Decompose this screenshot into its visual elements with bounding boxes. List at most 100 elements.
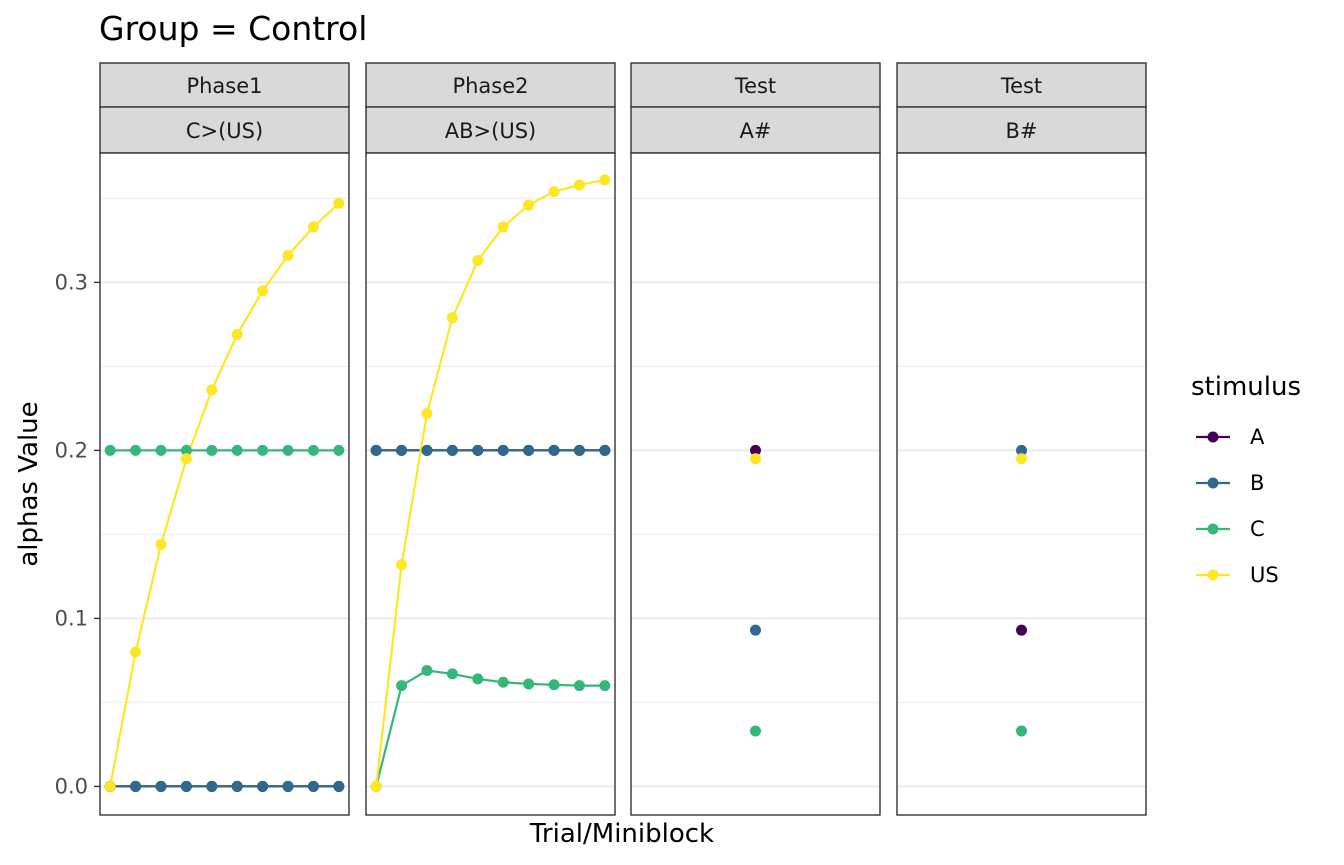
data-point-us — [333, 197, 345, 209]
data-point-c — [155, 444, 167, 456]
data-point-c — [523, 678, 535, 690]
plot-background — [631, 153, 880, 815]
plot-background — [100, 153, 349, 815]
legend-label: A — [1250, 425, 1265, 449]
chart-title: Group = Control — [99, 9, 367, 48]
data-point-b — [1016, 444, 1027, 456]
data-point-us — [1016, 453, 1027, 465]
data-point-c — [130, 444, 142, 456]
legend-label: C — [1250, 517, 1265, 541]
strip-top-bg — [365, 62, 616, 108]
data-point-b — [750, 624, 761, 636]
data-point-us — [282, 249, 294, 261]
data-point-b — [472, 444, 484, 456]
data-point-c — [257, 444, 269, 456]
data-point-b — [446, 444, 458, 456]
data-point-b — [155, 780, 167, 792]
data-point-c — [180, 444, 192, 456]
legend-item-us: US — [1196, 563, 1279, 587]
y-tick-label: 0.0 — [55, 774, 88, 798]
data-point-c — [282, 444, 294, 456]
strip-bottom-label: B# — [1005, 119, 1037, 143]
data-point-us — [370, 780, 382, 792]
legend-item-b: B — [1196, 471, 1264, 495]
y-tick-label: 0.2 — [55, 438, 88, 462]
data-point-us — [104, 780, 116, 792]
data-point-c — [307, 444, 319, 456]
data-point-b — [573, 444, 585, 456]
legend: stimulus ABC US — [1191, 372, 1301, 587]
panel-4: Test B# — [896, 62, 1147, 816]
y-tick-label: 0.1 — [55, 606, 88, 630]
data-point-b — [396, 444, 408, 456]
data-point-us — [231, 328, 243, 340]
data-point-c — [548, 679, 560, 691]
panel-border — [365, 152, 616, 816]
legend-label: B — [1250, 471, 1264, 495]
data-point-b — [599, 444, 611, 456]
plot-background — [897, 153, 1146, 815]
data-point-us — [472, 255, 484, 267]
legend-key-point — [1207, 477, 1219, 489]
data-point-c — [206, 444, 218, 456]
data-point-b — [206, 780, 218, 792]
data-point-c — [104, 444, 116, 456]
plot-background — [366, 153, 615, 815]
panel-border — [896, 152, 1147, 816]
data-point-b — [421, 444, 433, 456]
data-point-b — [497, 444, 509, 456]
data-point-b — [523, 444, 535, 456]
strip-top-label: Test — [1000, 74, 1042, 98]
data-point-us — [257, 285, 269, 297]
data-point-c — [599, 680, 611, 692]
data-point-c — [573, 680, 585, 692]
strip-bottom-label: A# — [740, 119, 772, 143]
strip-top-bg — [896, 62, 1147, 108]
legend-key-point — [1207, 431, 1219, 443]
series-line-us — [375, 178, 606, 787]
panel-2: Phase2 AB>(US) — [365, 62, 616, 816]
legend-item-c: C — [1196, 517, 1265, 541]
panel-1: Phase1 C>(US) — [99, 62, 350, 816]
strip-bottom-bg — [99, 106, 350, 154]
data-point-us — [497, 221, 509, 233]
panel-3: Test A# — [630, 62, 881, 816]
data-point-us — [548, 186, 560, 198]
data-point-us — [421, 407, 433, 419]
data-point-b — [130, 780, 142, 792]
data-point-c — [446, 668, 458, 680]
data-point-a — [1016, 624, 1027, 636]
legend-item-a: A — [1196, 425, 1265, 449]
data-point-us — [130, 646, 142, 658]
data-point-b — [282, 780, 294, 792]
series-line-c — [375, 669, 605, 787]
strip-bottom-bg — [630, 106, 881, 154]
data-point-b — [231, 780, 243, 792]
data-point-us — [446, 312, 458, 324]
data-point-us — [396, 559, 408, 571]
data-point-us — [206, 384, 218, 396]
y-axis-title: alphas Value — [14, 401, 44, 566]
y-axis: 0.0 0.1 0.2 0.3 — [55, 270, 100, 798]
strip-top-bg — [630, 62, 881, 108]
data-point-b — [180, 780, 192, 792]
data-point-us — [599, 174, 611, 186]
strip-top-label: Phase1 — [186, 74, 262, 98]
data-point-c — [421, 665, 433, 677]
data-point-b — [307, 780, 319, 792]
data-point-b — [548, 444, 560, 456]
strip-bottom-label: AB>(US) — [445, 119, 536, 143]
data-point-c — [231, 444, 243, 456]
panels: Phase1 C>(US) Phase2 AB>(US) Test A# Test B# — [99, 62, 1147, 816]
data-point-b — [333, 780, 345, 792]
data-point-c — [750, 725, 761, 737]
data-point-a — [750, 444, 761, 456]
x-axis-title: Trial/Miniblock — [529, 819, 714, 849]
strip-top-label: Phase2 — [452, 74, 528, 98]
y-tick-label: 0.3 — [55, 270, 88, 294]
strip-bottom-label: C>(US) — [186, 119, 263, 143]
data-point-us — [155, 538, 167, 550]
data-point-c — [472, 673, 484, 685]
data-point-b — [370, 444, 382, 456]
